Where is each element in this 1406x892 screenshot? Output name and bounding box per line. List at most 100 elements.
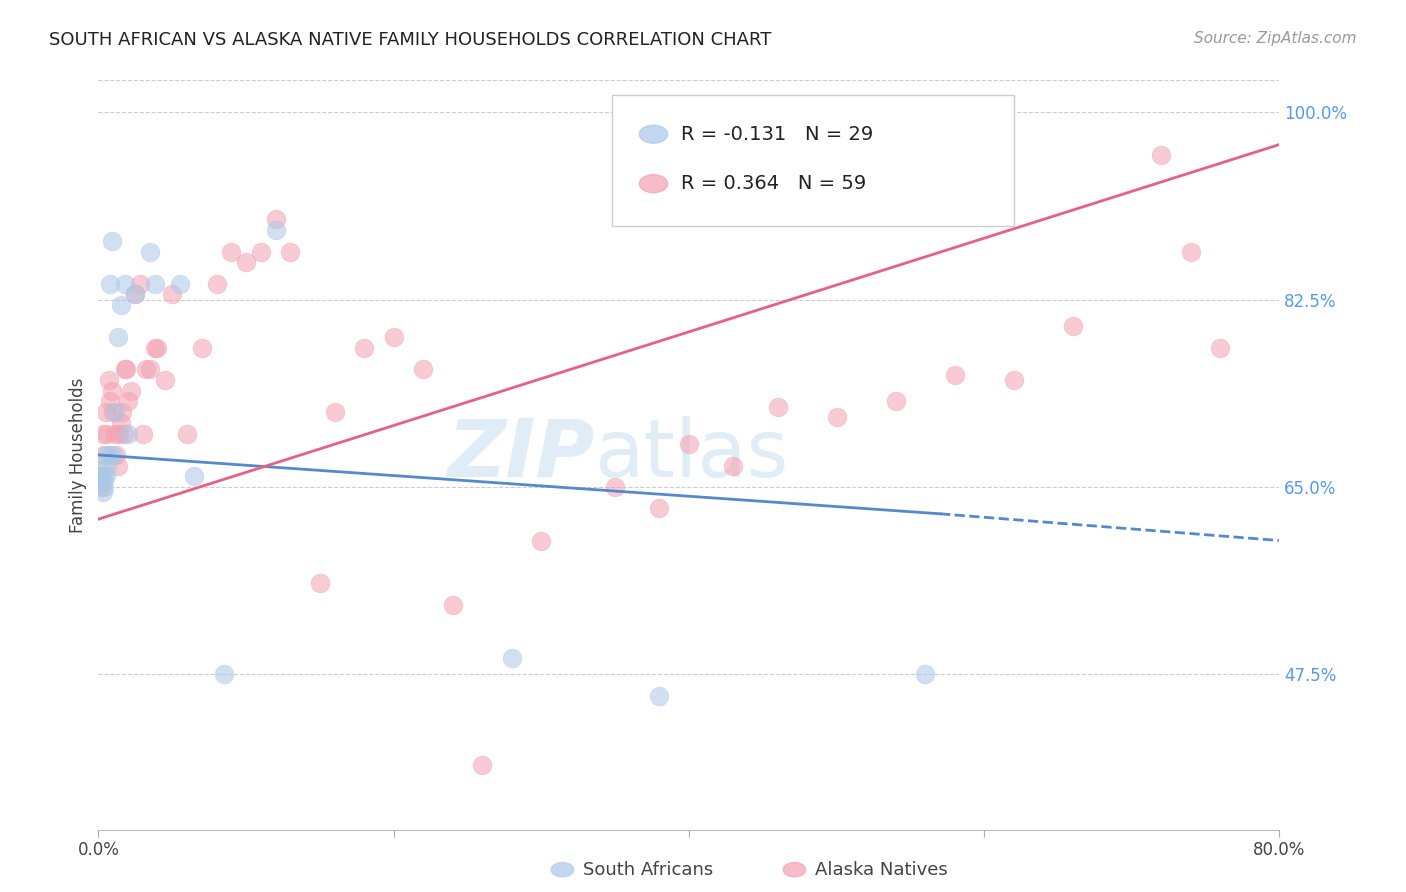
Point [93, 448, 115, 462]
Point [176, 426, 198, 441]
Point [162, 287, 183, 301]
Point [323, 405, 346, 419]
Text: SOUTH AFRICAN VS ALASKA NATIVE FAMILY HOUSEHOLDS CORRELATION CHART: SOUTH AFRICAN VS ALASKA NATIVE FAMILY HO… [49, 31, 772, 49]
Text: R = 0.364   N = 59: R = 0.364 N = 59 [681, 174, 866, 194]
Circle shape [640, 125, 668, 144]
Point [89, 469, 111, 483]
Point [91, 426, 114, 441]
Point [169, 277, 191, 291]
Point [98, 394, 121, 409]
Point [128, 277, 150, 291]
Point [191, 341, 214, 355]
Y-axis label: Family Households: Family Households [69, 377, 87, 533]
Point [264, 212, 287, 227]
Point [117, 426, 139, 441]
Point [91, 485, 114, 500]
Point [943, 368, 966, 382]
Point [114, 362, 136, 376]
Point [441, 598, 464, 612]
Point [1209, 341, 1232, 355]
Point [107, 330, 129, 344]
Point [135, 362, 157, 376]
FancyBboxPatch shape [612, 95, 1014, 227]
Point [103, 405, 125, 419]
Point [766, 400, 789, 414]
Point [124, 287, 146, 301]
Point [250, 244, 273, 259]
Point [183, 469, 205, 483]
Point [221, 244, 243, 259]
Point [723, 458, 745, 473]
Point [914, 667, 936, 681]
Point [117, 394, 139, 409]
Point [146, 341, 169, 355]
Point [91, 475, 114, 489]
Point [264, 223, 287, 237]
Text: R = -0.131   N = 29: R = -0.131 N = 29 [681, 125, 873, 144]
Point [93, 480, 115, 494]
Point [89, 464, 111, 478]
Point [108, 426, 131, 441]
Point [115, 362, 138, 376]
Point [93, 469, 115, 483]
Circle shape [640, 175, 668, 193]
Point [90, 480, 112, 494]
Point [825, 410, 848, 425]
Text: Source: ZipAtlas.com: Source: ZipAtlas.com [1194, 31, 1357, 46]
Text: ZIP: ZIP [447, 416, 595, 494]
Point [104, 426, 127, 441]
Point [648, 689, 671, 703]
Point [110, 416, 132, 430]
Point [90, 475, 112, 489]
Point [90, 469, 112, 483]
Point [884, 394, 907, 409]
Point [412, 362, 434, 376]
Point [1062, 319, 1084, 334]
Point [139, 244, 162, 259]
Point [280, 244, 302, 259]
Point [96, 426, 118, 441]
Text: South Africans: South Africans [583, 861, 714, 879]
Point [205, 277, 228, 291]
Point [94, 469, 117, 483]
Point [103, 448, 125, 462]
Point [97, 448, 120, 462]
Point [98, 277, 121, 291]
Point [96, 458, 118, 473]
Point [94, 448, 117, 462]
Point [143, 341, 166, 355]
Point [235, 255, 257, 269]
Point [212, 667, 235, 681]
Point [153, 373, 176, 387]
Point [309, 576, 332, 591]
Text: atlas: atlas [595, 416, 789, 494]
Point [105, 448, 128, 462]
Point [1150, 148, 1173, 162]
Point [100, 234, 122, 248]
Point [107, 458, 129, 473]
Point [124, 287, 146, 301]
Point [132, 426, 155, 441]
Text: Alaska Natives: Alaska Natives [815, 861, 948, 879]
Point [530, 533, 553, 548]
Point [112, 426, 135, 441]
Point [143, 277, 166, 291]
Point [1002, 373, 1025, 387]
Point [678, 437, 700, 451]
Point [501, 651, 523, 665]
Point [139, 362, 162, 376]
Point [97, 373, 120, 387]
Point [605, 480, 627, 494]
Point [110, 298, 132, 312]
Point [1180, 244, 1202, 259]
Point [648, 501, 671, 516]
Point [114, 277, 136, 291]
Point [471, 758, 494, 772]
Point [94, 405, 117, 419]
Point [120, 384, 142, 398]
Point [111, 405, 134, 419]
Point [100, 384, 122, 398]
Point [104, 405, 127, 419]
Point [353, 341, 375, 355]
Point [382, 330, 405, 344]
